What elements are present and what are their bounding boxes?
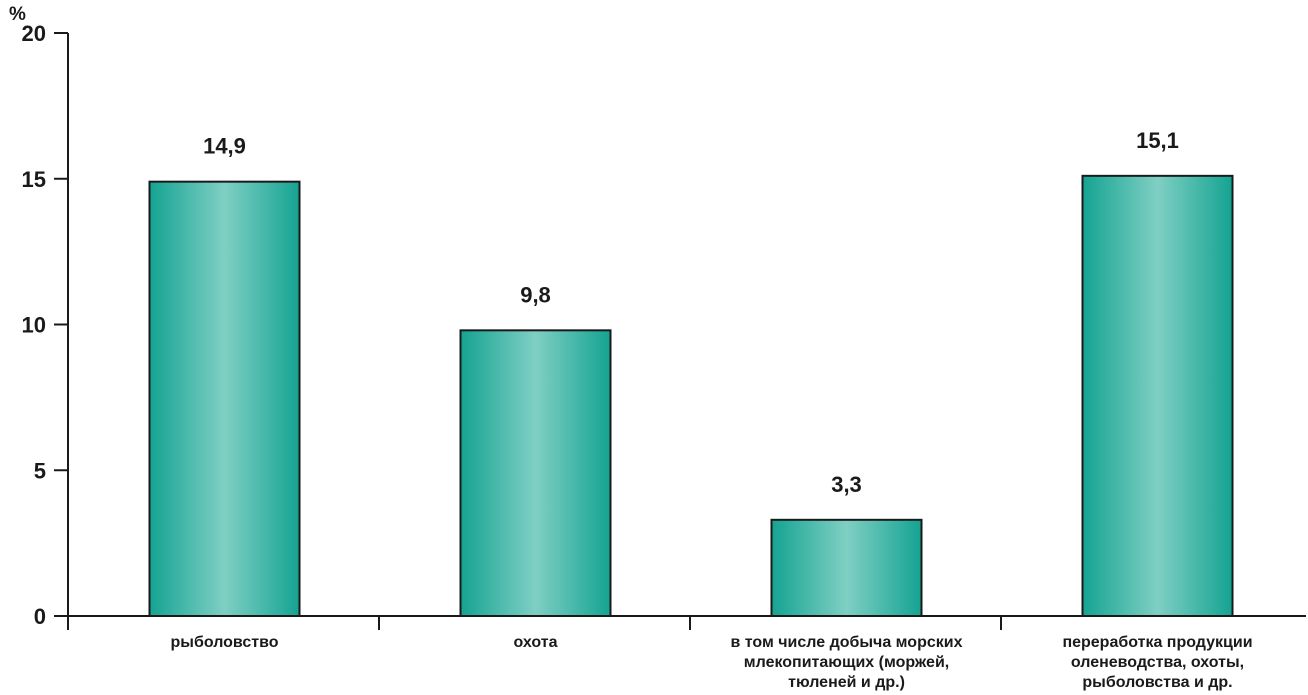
- value-label: 14,9: [203, 134, 246, 159]
- category-label-line: оленеводства, охоты,: [1071, 654, 1244, 671]
- category-label: охота: [514, 634, 558, 651]
- x-axis-ticks: [378, 616, 1002, 630]
- value-label: 9,8: [520, 282, 551, 307]
- bar: [1081, 174, 1234, 618]
- category-label-line: в том числе добыча морских: [731, 634, 963, 651]
- bar: [148, 180, 301, 617]
- y-axis-unit-label: %: [9, 4, 26, 25]
- y-tick-label: 10: [22, 313, 46, 338]
- value-label: 15,1: [1136, 128, 1179, 153]
- bar: [459, 329, 612, 617]
- y-tick-label: 15: [22, 167, 46, 192]
- y-tick-label: 0: [34, 604, 46, 629]
- y-tick-label: 5: [34, 458, 46, 483]
- y-axis-ticks: 0 5 10 15 20: [22, 21, 68, 629]
- bars: [148, 174, 1234, 618]
- category-label-line: переработка продукции: [1062, 634, 1252, 651]
- category-label-line: рыболовство: [171, 634, 279, 651]
- category-label-line: охота: [514, 634, 558, 651]
- value-label: 3,3: [831, 472, 862, 497]
- value-labels: 14,9 9,8 3,3 15,1: [203, 128, 1179, 497]
- category-label: переработка продукции оленеводства, охоты…: [1062, 634, 1252, 691]
- y-tick-label: 20: [22, 21, 46, 46]
- category-label-line: млекопитающих (моржей,: [744, 654, 949, 671]
- category-label: рыболовство: [171, 634, 279, 651]
- bar: [770, 518, 923, 617]
- category-label: в том числе добыча морских млекопитающих …: [731, 634, 963, 691]
- category-label-line: тюленей и др.): [788, 674, 905, 691]
- category-labels: рыболовство охота в том числе добыча морск…: [171, 634, 1253, 691]
- category-label-line: рыболовства и др.: [1082, 674, 1232, 691]
